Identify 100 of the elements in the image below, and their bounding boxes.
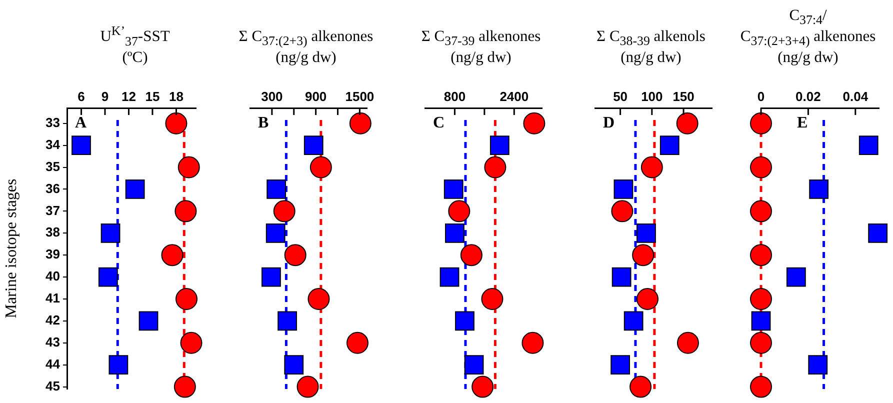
x-tick-label: 900 [304, 88, 327, 104]
point [174, 376, 196, 398]
point [750, 332, 772, 354]
x-tick-label: 1500 [345, 88, 374, 104]
y-tick-label: 41 [46, 290, 60, 306]
x-tick-label: 18 [168, 88, 184, 104]
y-tick-label: 35 [46, 158, 60, 174]
point [460, 244, 482, 266]
point [611, 200, 634, 222]
point [308, 288, 330, 310]
point [632, 244, 654, 266]
point [178, 156, 200, 178]
annotation: B [258, 114, 269, 132]
x-axis-title: Σ C$_{37:(2+3)}$ alkenones (ng/g dw) [238, 28, 374, 66]
point [310, 156, 332, 178]
x-axis-title: Σ C$_{37-39}$ alkenones (ng/g dw) [420, 28, 542, 66]
point [610, 355, 630, 375]
point [481, 288, 504, 310]
x-tick-label: 15 [145, 88, 160, 104]
point [612, 267, 632, 287]
point [174, 200, 197, 222]
point [624, 311, 644, 331]
point [138, 311, 158, 331]
point [750, 112, 772, 134]
point [522, 332, 544, 354]
point [262, 267, 281, 287]
point [636, 288, 658, 310]
point [523, 112, 546, 134]
point [630, 376, 652, 398]
point [273, 200, 296, 222]
text: C$_{37:4}$/ C$_{37:(2+3+4)}$ alkenones (ng/g dw) [740, 6, 876, 66]
y-tick-label: 36 [46, 180, 60, 196]
point [636, 223, 656, 243]
point [278, 311, 297, 331]
point [165, 112, 188, 134]
annotation: A [75, 114, 87, 132]
point [455, 311, 474, 331]
point [750, 376, 772, 398]
point [100, 223, 120, 243]
x-tick-label: 0.04 [842, 88, 869, 104]
annotation: E [797, 114, 808, 132]
point [108, 355, 128, 375]
point [750, 288, 772, 310]
y-tick-label: 39 [46, 246, 60, 262]
x-tick-label: 6 [78, 88, 85, 104]
y-tick-label: 42 [46, 312, 60, 328]
point [786, 267, 806, 287]
point [284, 355, 304, 375]
x-tick-label: 0 [757, 88, 765, 104]
point [72, 136, 91, 156]
point [660, 136, 680, 156]
point [448, 200, 470, 222]
point [640, 156, 663, 178]
y-tick-label: 38 [46, 224, 60, 240]
point [868, 223, 888, 243]
point [750, 244, 772, 266]
point [750, 156, 772, 178]
point [444, 180, 464, 199]
x-tick-label: 100 [641, 88, 663, 104]
x-tick-label: 50 [613, 88, 628, 104]
point [464, 355, 484, 375]
y-tick-label: 37 [46, 202, 60, 218]
point [445, 223, 464, 243]
y-tick-label: 33 [46, 114, 60, 130]
point [98, 267, 118, 287]
point [472, 376, 494, 398]
point [676, 332, 699, 354]
y-tick-label: 45 [46, 378, 60, 394]
annotation: D [603, 114, 615, 132]
x-tick-label: 2400 [500, 88, 529, 104]
x-axis-title: U$^{K’}$$_{37}$-SST (ºC) [99, 22, 171, 66]
point [266, 180, 286, 199]
x-tick-label: 300 [261, 88, 283, 104]
point [266, 223, 286, 243]
point [809, 180, 829, 199]
point [440, 267, 460, 287]
point [614, 180, 634, 199]
x-axis-title: Σ C$_{38-39}$ alkenols (ng/g dw) [596, 28, 706, 66]
y-tick-label: 43 [46, 334, 60, 350]
point [676, 112, 698, 134]
x-tick-label: 150 [672, 88, 694, 104]
point [858, 136, 878, 156]
point [304, 136, 324, 156]
point [349, 112, 372, 134]
y-axis-title: Marine isotope stages [2, 178, 20, 318]
annotation: C [433, 114, 445, 132]
y-tick-label: 44 [46, 356, 61, 372]
point [484, 156, 506, 178]
point [125, 180, 145, 199]
point [176, 288, 198, 310]
x-tick-label: 800 [444, 88, 466, 104]
point [750, 200, 772, 222]
point [161, 244, 184, 266]
point [180, 332, 202, 354]
point [284, 244, 306, 266]
x-tick-label: 0.02 [796, 88, 821, 104]
x-tick-label: 9 [101, 88, 109, 104]
x-tick-label: 12 [121, 88, 136, 104]
point [808, 355, 828, 375]
y-tick-label: 40 [46, 268, 60, 284]
